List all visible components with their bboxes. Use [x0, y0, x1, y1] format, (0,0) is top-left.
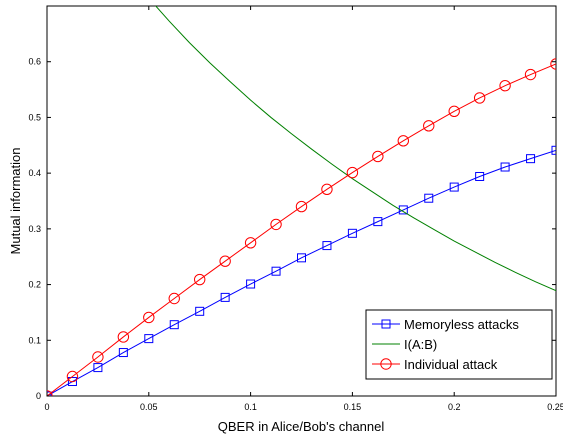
data-point-individual-attack-3: [117, 331, 130, 343]
data-point-memoryless-attacks-4: [144, 334, 154, 344]
data-point-individual-attack-8: [244, 237, 257, 249]
y-tick-label-0-2: 0.2: [28, 280, 41, 290]
data-point-individual-attack-1: [66, 370, 79, 383]
x-tick-label-0-25: 0.25: [547, 402, 563, 412]
x-tick-label-0-15: 0.15: [344, 402, 362, 412]
series-line-i-a-b: [155, 6, 556, 292]
data-point-individual-attack-4: [143, 311, 155, 324]
x-axis-title: QBER in Alice/Bob's channel: [218, 419, 385, 434]
data-point-memoryless-attacks-9: [271, 266, 281, 276]
data-point-memoryless-attacks-5: [169, 320, 179, 330]
x-tick-label-0-1: 0.1: [244, 402, 257, 412]
legend-label-i-a-b: I(A:B): [404, 337, 437, 352]
data-point-memoryless-attacks-19: [526, 154, 536, 164]
data-point-memoryless-attacks-10: [297, 253, 306, 263]
data-point-individual-attack-9: [270, 218, 282, 231]
data-point-memoryless-attacks-15: [424, 193, 434, 203]
x-tick-label-0-2: 0.2: [448, 402, 461, 412]
legend-label-individual-attack: Individual attack: [404, 357, 498, 372]
data-point-memoryless-attacks-8: [246, 279, 256, 289]
series-line-memoryless-attacks: [47, 149, 556, 396]
legend-marker-memoryless-attacks: [381, 319, 391, 329]
data-point-memoryless-attacks-6: [195, 306, 205, 316]
axes-group: 0 0.05 0.1 0.15 0.2 0.25 0 0.1 0.2 0.3 0.4 0.5 0.6: [28, 6, 563, 412]
legend-label-memoryless-attacks: Memoryless attacks: [404, 317, 519, 332]
data-point-individual-attack-13: [372, 150, 384, 163]
data-point-memoryless-attacks-12: [347, 228, 357, 238]
legend-marker-individual-attack: [380, 358, 392, 370]
data-point-individual-attack-2: [92, 351, 104, 363]
data-point-memoryless-attacks-17: [475, 171, 485, 181]
data-point-individual-attack-12: [346, 166, 359, 179]
data-point-memoryless-attacks-14: [398, 205, 408, 215]
y-tick-label-0-3: 0.3: [28, 224, 41, 234]
data-point-memoryless-attacks-16: [449, 182, 459, 192]
x-tick-label-0: 0: [44, 402, 49, 412]
series-line-individual-attack: [47, 63, 556, 396]
data-point-memoryless-attacks-11: [322, 241, 332, 251]
data-point-individual-attack-10: [295, 200, 308, 213]
data-point-memoryless-attacks-13: [373, 217, 383, 227]
data-point-memoryless-attacks-2: [93, 363, 103, 373]
y-tick-label-0-4: 0.4: [28, 168, 41, 178]
data-point-individual-attack-5: [168, 292, 180, 305]
y-tick-label-0: 0: [36, 391, 41, 401]
series-group: [47, 6, 556, 396]
data-point-individual-attack-11: [321, 183, 333, 196]
data-point-memoryless-attacks-1: [67, 377, 77, 387]
x-tick-label-0-05: 0.05: [140, 402, 158, 412]
data-point-memoryless-attacks-20: [551, 145, 556, 155]
data-point-individual-attack-7: [219, 255, 231, 267]
y-tick-label-0-6: 0.6: [28, 57, 41, 67]
data-point-individual-attack-15: [423, 120, 435, 132]
data-point-individual-attack-14: [397, 135, 409, 147]
y-axis-title: Mutual information: [8, 148, 23, 255]
data-point-memoryless-attacks-3: [118, 348, 128, 358]
y-tick-label-0-1: 0.1: [28, 335, 41, 345]
data-point-individual-attack-0: [47, 390, 53, 396]
data-point-individual-attack-19: [524, 68, 537, 81]
y-tick-label-0-5: 0.5: [28, 112, 41, 122]
data-point-individual-attack-6: [194, 273, 206, 286]
data-point-memoryless-attacks-18: [500, 162, 510, 172]
data-point-individual-attack-18: [499, 79, 511, 92]
data-point-individual-attack-17: [473, 92, 486, 104]
data-point-individual-attack-16: [448, 105, 460, 118]
data-point-individual-attack-20: [550, 58, 556, 70]
legend: Memoryless attacks I(A:B) Individual attac…: [365, 309, 553, 380]
data-point-memoryless-attacks-7: [220, 292, 230, 302]
